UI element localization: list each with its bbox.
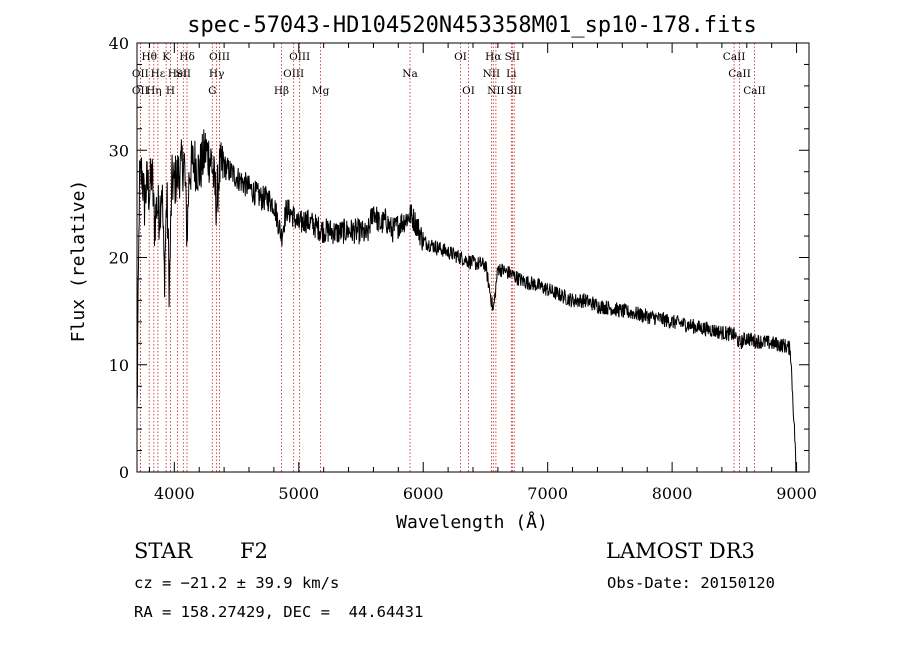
line-label-5: K: [162, 51, 170, 63]
line-label-9: Hδ: [179, 51, 194, 63]
line-label-1: OII: [132, 85, 149, 97]
survey-name: LAMOST DR3: [606, 539, 755, 563]
x-tick-label: 7000: [527, 484, 568, 503]
line-label-12: OIII: [209, 51, 230, 63]
line-label-2: Hθ: [141, 51, 156, 63]
spectral-subclass: F2: [240, 539, 268, 563]
line-label-25: SII: [506, 85, 522, 97]
line-label-15: OIII: [289, 51, 310, 63]
line-label-4: Hε: [151, 68, 166, 80]
spectral-line-markers: [139, 43, 755, 472]
y-tick-label: 20: [109, 249, 129, 268]
line-label-13: Hβ: [274, 85, 289, 97]
y-axis-ticks: 0 10 20 30 40: [109, 34, 809, 482]
line-label-23: Li: [506, 68, 517, 80]
line-label-28: CaII: [743, 85, 766, 97]
y-tick-label: 30: [109, 141, 129, 160]
y-axis-label: Flux (relative): [68, 180, 89, 343]
line-label-8: SII: [176, 68, 192, 80]
x-tick-label: 9000: [776, 484, 817, 503]
line-label-3: Hη: [146, 85, 161, 97]
line-label-24: SII: [505, 51, 521, 63]
x-tick-label: 4000: [154, 484, 195, 503]
line-label-22: NII: [487, 85, 504, 97]
line-label-19: OI: [462, 85, 475, 97]
line-label-21: Hα: [485, 51, 501, 63]
line-label-20: NII: [483, 68, 500, 80]
line-label-11: Hγ: [209, 68, 224, 80]
chart-title: spec-57043-HD104520N453358M01_sp10-178.f…: [187, 13, 757, 38]
line-label-26: CaII: [723, 51, 746, 63]
x-tick-label: 5000: [278, 484, 319, 503]
x-axis-ticks: 4000 5000 6000 7000 8000 9000: [148, 43, 817, 503]
x-tick-label: 6000: [403, 484, 444, 503]
line-label-16: Mg: [312, 85, 330, 97]
sky-coordinates: RA = 158.27429, DEC = 44.64431: [134, 603, 424, 621]
line-label-7: HeI: [168, 68, 188, 80]
line-label-10: G: [208, 85, 216, 97]
line-label-0: OII: [132, 68, 149, 80]
line-label-27: CaII: [728, 68, 751, 80]
spectral-line-labels: OIIOIIHθHηHεKHHeISIIHδGHγOIIIHβOIIIOIIIM…: [132, 51, 766, 97]
y-tick-label: 0: [119, 463, 129, 482]
spectrum-series: [136, 129, 797, 473]
observation-date: Obs-Date: 20150120: [607, 574, 775, 592]
line-label-17: Na: [402, 68, 417, 80]
line-label-18: OI: [454, 51, 467, 63]
line-label-6: H: [166, 85, 175, 97]
redshift-value: cz = −21.2 ± 39.9 km/s: [134, 574, 340, 592]
y-tick-label: 40: [109, 34, 129, 53]
y-tick-label: 10: [109, 356, 129, 375]
x-tick-label: 8000: [652, 484, 693, 503]
object-class: STAR: [134, 539, 193, 563]
line-label-14: OIII: [283, 68, 304, 80]
x-axis-label: Wavelength (Å): [396, 511, 548, 533]
